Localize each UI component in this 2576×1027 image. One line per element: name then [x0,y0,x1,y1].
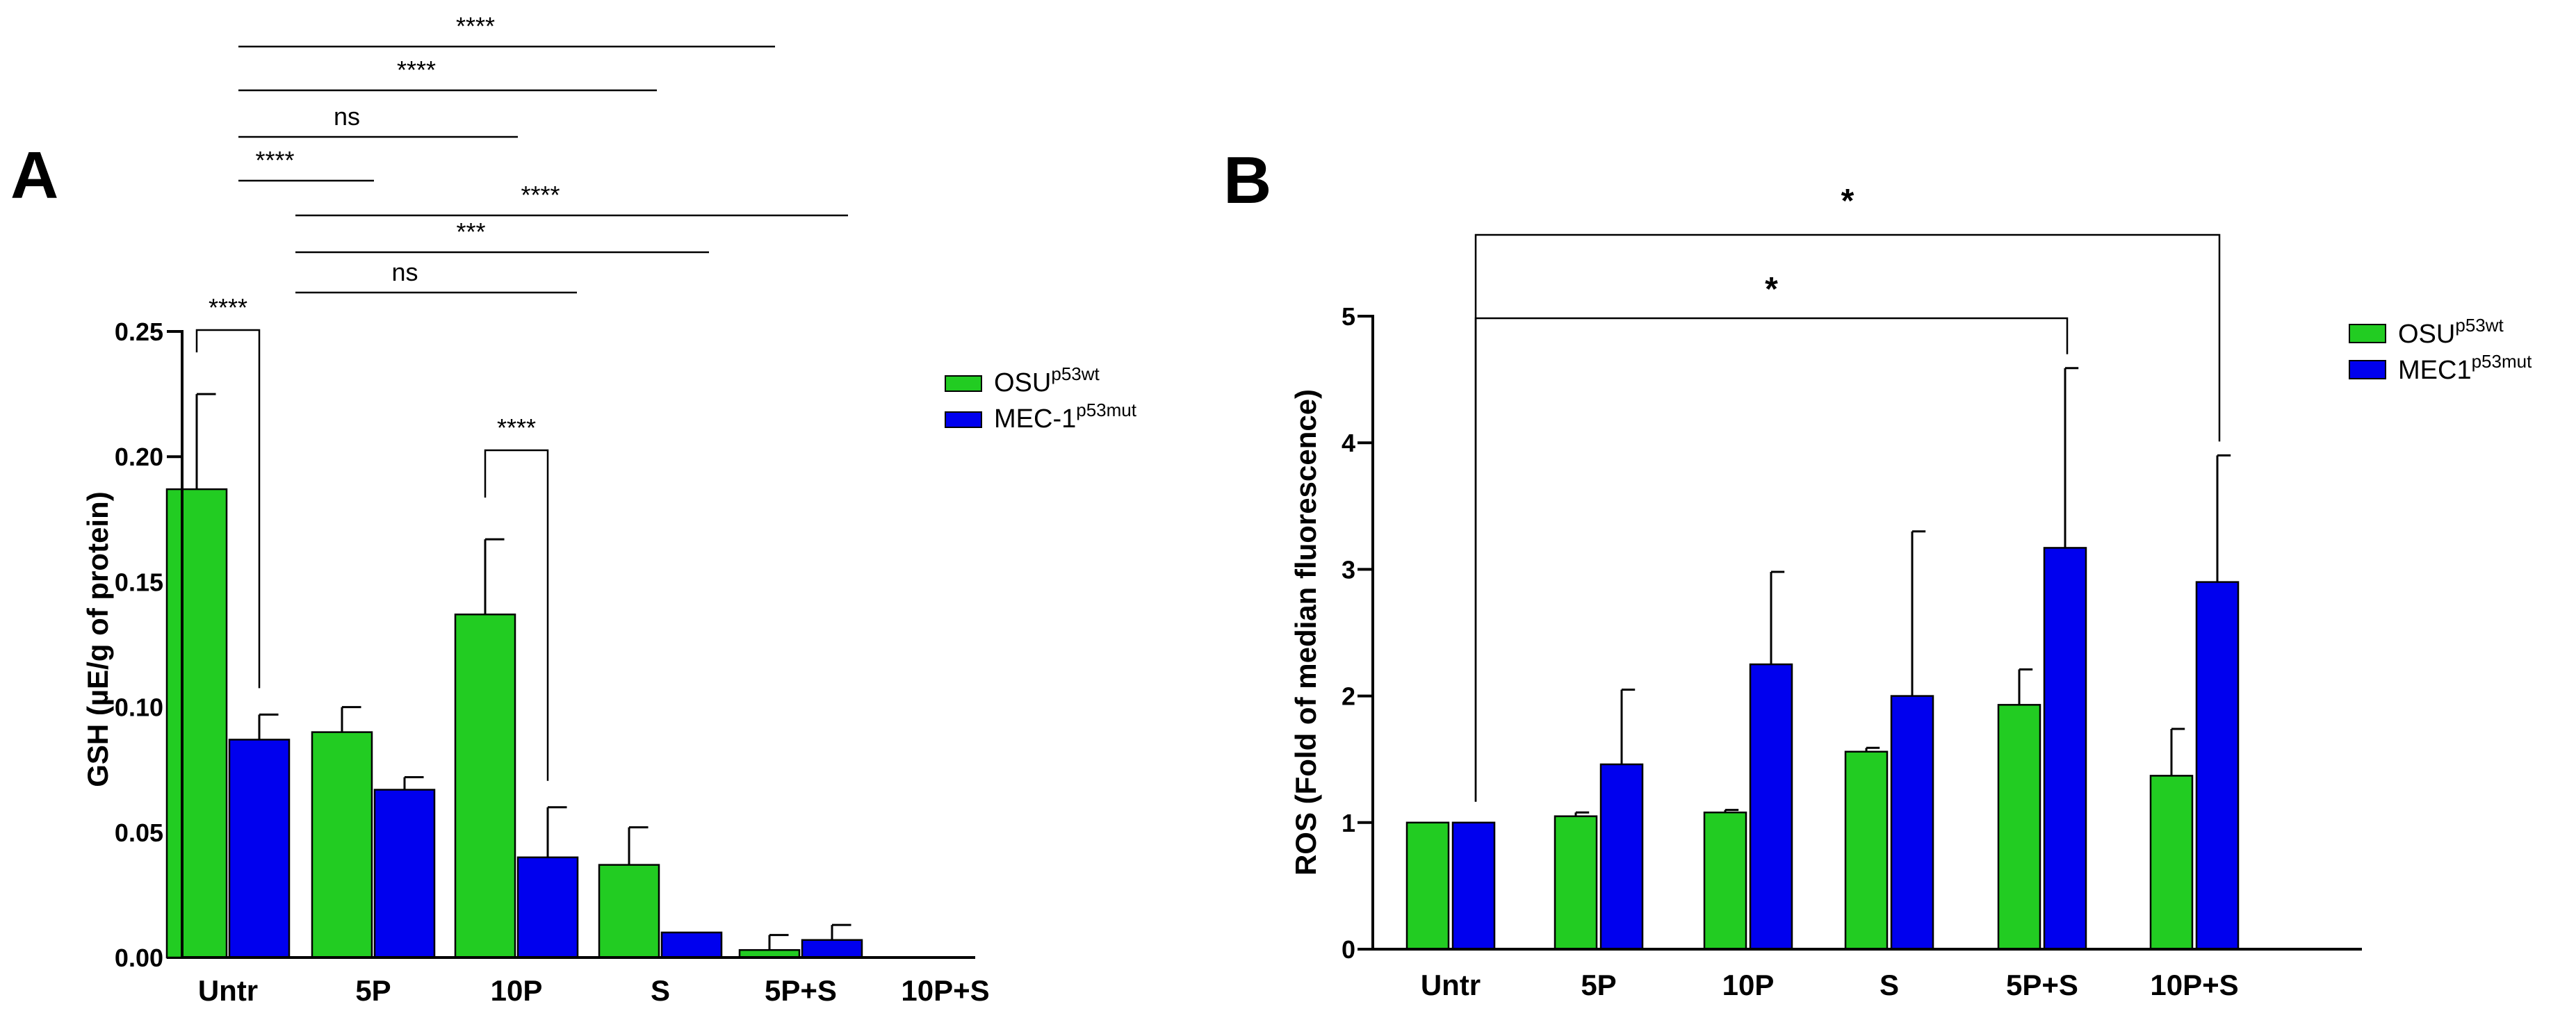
significance-label: **** [456,12,495,40]
x-tick-label: 5P+S [2006,969,2078,1001]
significance-label: **** [497,413,536,442]
x-tick-label: 10P [491,974,543,1007]
significance-label: **** [255,146,294,174]
y-tick-label: 3 [1342,555,1355,584]
y-tick-label: 0.10 [115,693,163,722]
panel-a-significance: ********ns***********ns******** [195,12,848,781]
bar-mec1-10p+s [2195,581,2240,951]
bar-osu-10p [1703,811,1747,951]
bar-mec-1-s [660,931,723,959]
x-tick-label: Untr [1421,969,1481,1001]
legend-series-sup: p53wt [1051,363,1100,384]
panel-a-x-ticks: Untr 5P 10P S 5P+S 10P+S [198,974,990,1007]
legend-label-mec1: MEC1p53mut [2398,351,2532,385]
bar-osu-5p [311,731,373,959]
bar-mec1-s [1890,695,1934,951]
significance-pair-bracket [484,449,549,781]
x-tick-label: 5P+S [765,974,837,1007]
panel-b: B ROS (Fold of median fluorescence) 0 1 2 3… [1223,143,2532,1001]
significance-pair-bracket [195,329,261,689]
significance-label: **** [209,293,247,322]
y-tick-label: 0.20 [115,443,163,471]
legend-series-sup: p53wt [2455,315,2504,336]
x-tick-label: 10P+S [901,974,989,1007]
panel-b-y-ticks: 0 1 2 3 4 5 [1342,302,1373,964]
legend-swatch-osu [2349,324,2386,343]
significance-bracket [1474,317,2069,802]
legend-series-name: MEC-1 [994,404,1076,434]
bar-osu-10p+s [2149,775,2194,951]
x-tick-label: S [1880,969,1899,1001]
y-tick-label: 0.15 [115,568,163,596]
panel-b-letter: B [1223,143,1271,217]
legend-series-name: OSU [2398,320,2455,349]
bar-osu-10p [454,614,516,959]
significance-label: * [1765,271,1778,308]
x-tick-label: 5P [1581,969,1616,1001]
y-tick-label: 0.00 [115,944,163,972]
legend-series-sup: p53mut [2472,351,2532,372]
x-tick-label: S [651,974,670,1007]
bar-osu-untr [165,488,228,959]
panel-a-letter: A [10,138,58,213]
bar-osu-untr [1405,821,1450,951]
significance-label: ns [334,102,360,131]
panel-a: A GSH (µE/g of protein) 0.00 0.05 0.10 0.15… [10,12,1137,1007]
panel-a-y-axis-label: GSH (µE/g of protein) [81,491,114,787]
legend-series-name: OSU [994,368,1051,397]
y-tick-label: 5 [1342,302,1355,331]
bar-osu-5p [1554,815,1598,951]
panel-b-x-ticks: Untr 5P 10P S 5P+S 10P+S [1421,969,2239,1001]
y-tick-label: 2 [1342,682,1355,711]
legend-label-osu: OSUp53wt [994,363,1100,397]
bar-mec-1-5p+s [801,939,863,959]
x-tick-label: 10P [1722,969,1775,1001]
legend-label-mec-1: MEC-1p53mut [994,400,1137,434]
bar-mec1-5p [1599,763,1644,951]
x-tick-label: 5P [355,974,391,1007]
bar-mec-1-untr [228,739,291,959]
panel-a-bars [165,393,863,959]
bar-osu-5p+s [1997,704,2041,951]
significance-bracket [1474,233,2221,802]
bar-mec1-5p+s [2043,547,2087,951]
bar-osu-s [1844,750,1889,951]
y-tick-label: 1 [1342,809,1355,837]
bar-mec1-10p [1749,663,1793,951]
legend-series-name: MEC1 [2398,356,2472,385]
legend-swatch-mec-1 [945,411,982,428]
panel-b-bars [1405,367,2240,951]
legend-label-osu: OSUp53wt [2398,315,2504,349]
significance-label: **** [397,56,436,84]
bar-mec1-untr [1451,821,1496,951]
y-tick-label: 0 [1342,935,1355,964]
bar-mec-1-5p [373,789,436,959]
y-tick-label: 0.25 [115,318,163,346]
bar-osu-s [598,864,660,959]
significance-label: * [1841,183,1854,220]
panel-b-significance: ** [1474,183,2221,802]
legend-series-sup: p53mut [1076,400,1136,420]
y-tick-label: 0.05 [115,819,163,847]
significance-label: *** [456,217,485,246]
panel-b-y-axis-label: ROS (Fold of median fluorescence) [1289,389,1322,876]
significance-label: ns [391,258,418,286]
significance-label: **** [521,181,560,209]
legend-swatch-osu [945,375,982,392]
x-tick-label: Untr [198,974,258,1007]
x-tick-label: 10P+S [2150,969,2238,1001]
legend-swatch-mec1 [2349,360,2386,379]
bar-mec-1-10p [516,856,579,959]
y-tick-label: 4 [1342,429,1355,457]
